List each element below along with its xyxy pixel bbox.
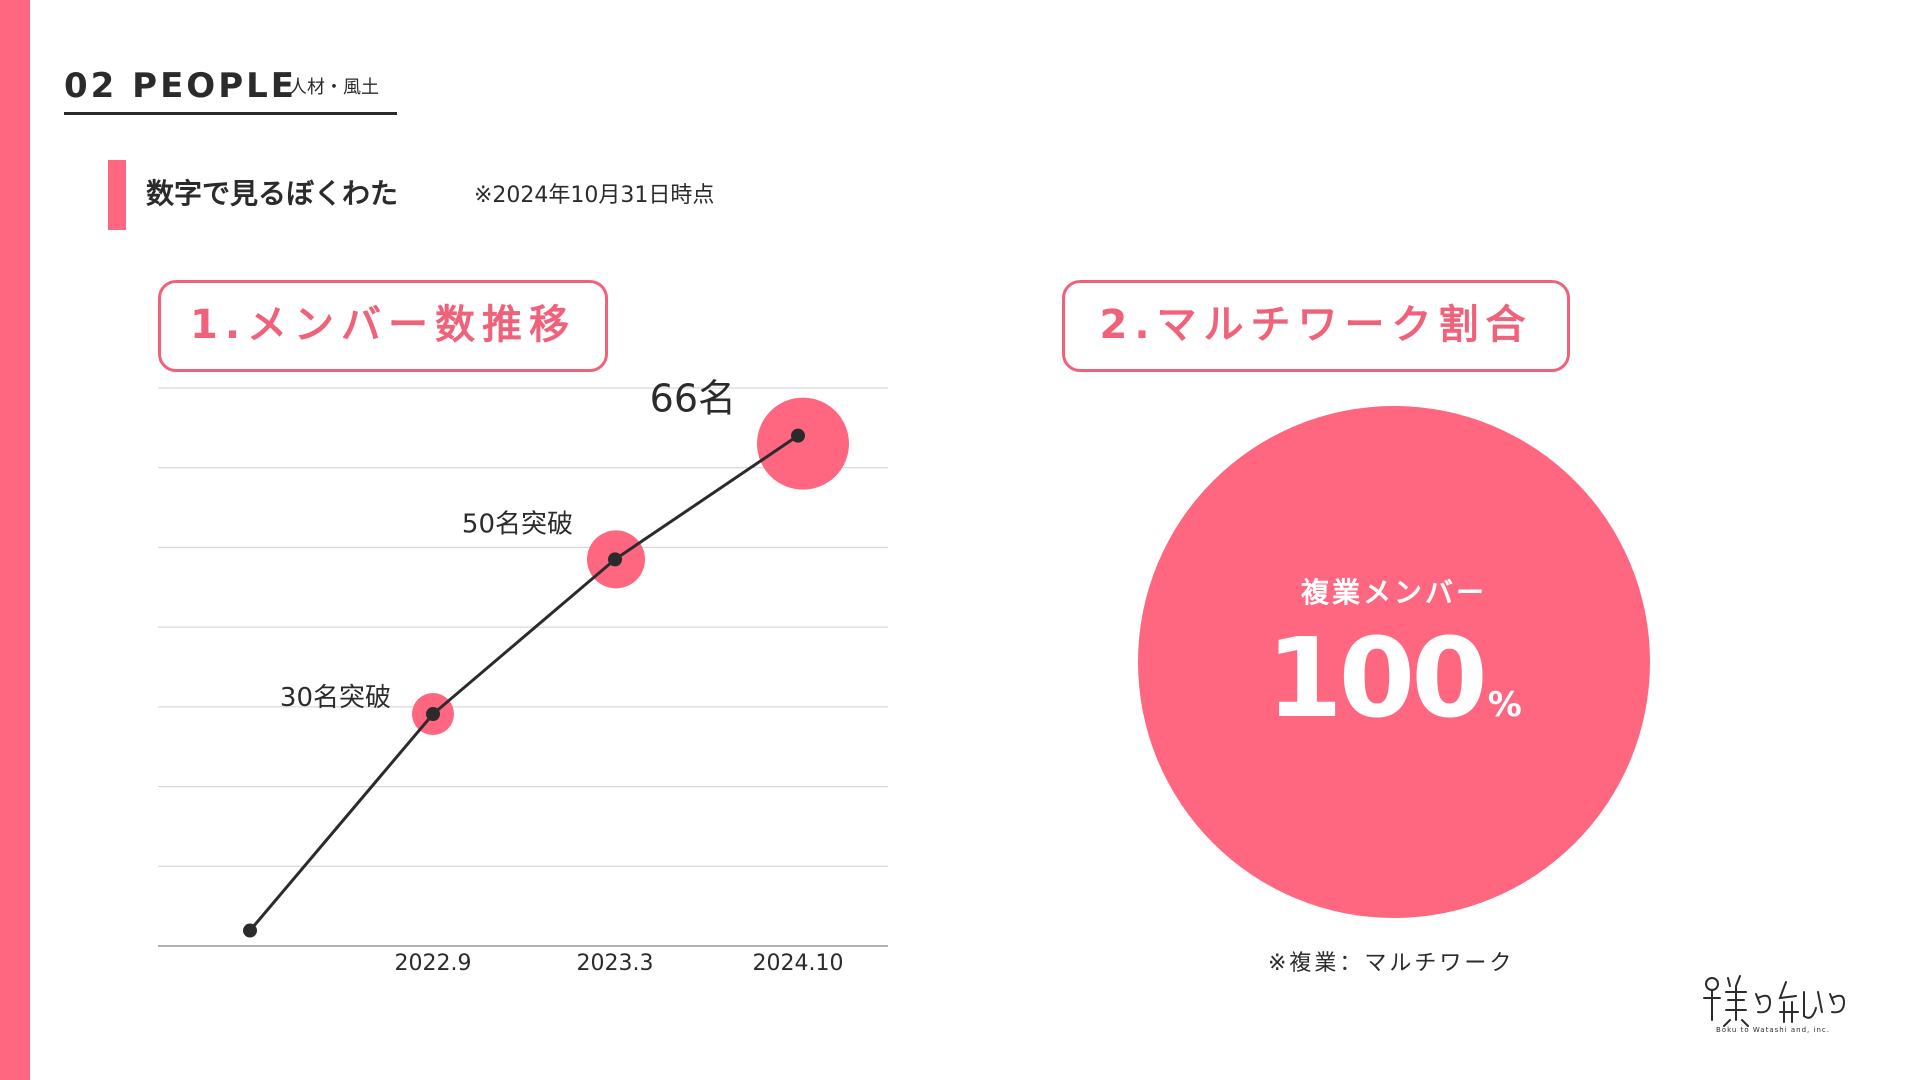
- x-tick-label: 2024.10: [753, 951, 844, 976]
- logo-caption: Boku to Watashi and, inc.: [1716, 1026, 1830, 1034]
- x-tick-label: 2022.9: [395, 951, 472, 976]
- left-accent-bar: [0, 0, 30, 1080]
- multiwork-ratio-caption: 複業メンバー: [1300, 576, 1487, 609]
- data-annotation-label: 30名突破: [280, 683, 391, 713]
- x-tick-label: 2023.3: [577, 951, 654, 976]
- section-date-note: ※2024年10月31日時点: [474, 183, 715, 208]
- page-title: 02 PEOPLE: [64, 66, 298, 106]
- chart-series-line: [248, 434, 799, 932]
- boku-to-watashi-logo: [1703, 975, 1846, 1027]
- data-point: [426, 707, 440, 722]
- data-point: [243, 923, 257, 938]
- multiwork-ratio-number: 100: [1266, 614, 1488, 742]
- multiwork-ratio-label: 2.マルチワーク割合: [1062, 280, 1570, 372]
- data-annotation-label: 50名突破: [462, 509, 573, 539]
- member-trend-label: 1.メンバー数推移: [158, 280, 608, 372]
- multiwork-ratio-value: 100%: [1138, 618, 1650, 771]
- multiwork-ratio-unit: %: [1487, 685, 1522, 725]
- multiwork-footnote: ※複業：マルチワーク: [1268, 951, 1515, 976]
- data-annotation-label: 66名: [650, 377, 736, 421]
- page-subtitle: 人材・風土: [289, 77, 379, 98]
- data-point: [608, 552, 622, 567]
- section-title: 数字で見るぼくわた: [146, 177, 399, 210]
- data-highlight-circle: [757, 397, 849, 490]
- section-accent-bar: [108, 160, 126, 230]
- multiwork-ratio-circle: [1138, 406, 1650, 918]
- page-header: 02 PEOPLE 人材・風土: [64, 66, 397, 115]
- data-point: [791, 428, 805, 443]
